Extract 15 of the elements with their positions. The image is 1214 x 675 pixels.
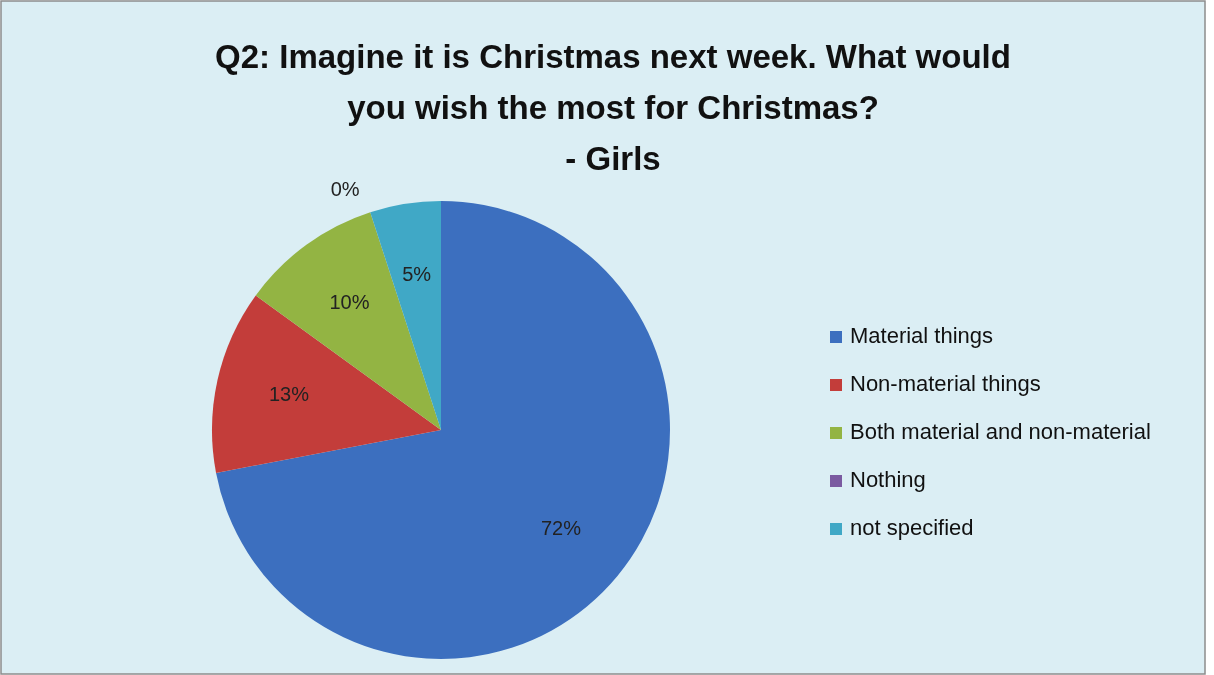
data-label: 72% <box>540 516 582 539</box>
pie-slice <box>216 201 670 659</box>
pie-slice <box>212 295 441 473</box>
chart-title: Q2: Imagine it is Christmas next week. What would you wish the most for Christmas? - Girls <box>215 38 1011 177</box>
legend-label: Non-material things <box>850 370 1041 396</box>
legend-label: Nothing <box>850 466 926 492</box>
text: 0% <box>330 177 360 200</box>
legend-label: Material things <box>850 322 994 348</box>
legend-label: Both material and non-material <box>850 418 1151 444</box>
pie-slice <box>370 201 441 430</box>
pie-slice <box>255 212 441 430</box>
data-label: 10% <box>329 291 370 314</box>
data-label: 5% <box>402 263 432 286</box>
legend-label: not specified <box>850 514 974 540</box>
data-label: 13% <box>269 383 310 406</box>
